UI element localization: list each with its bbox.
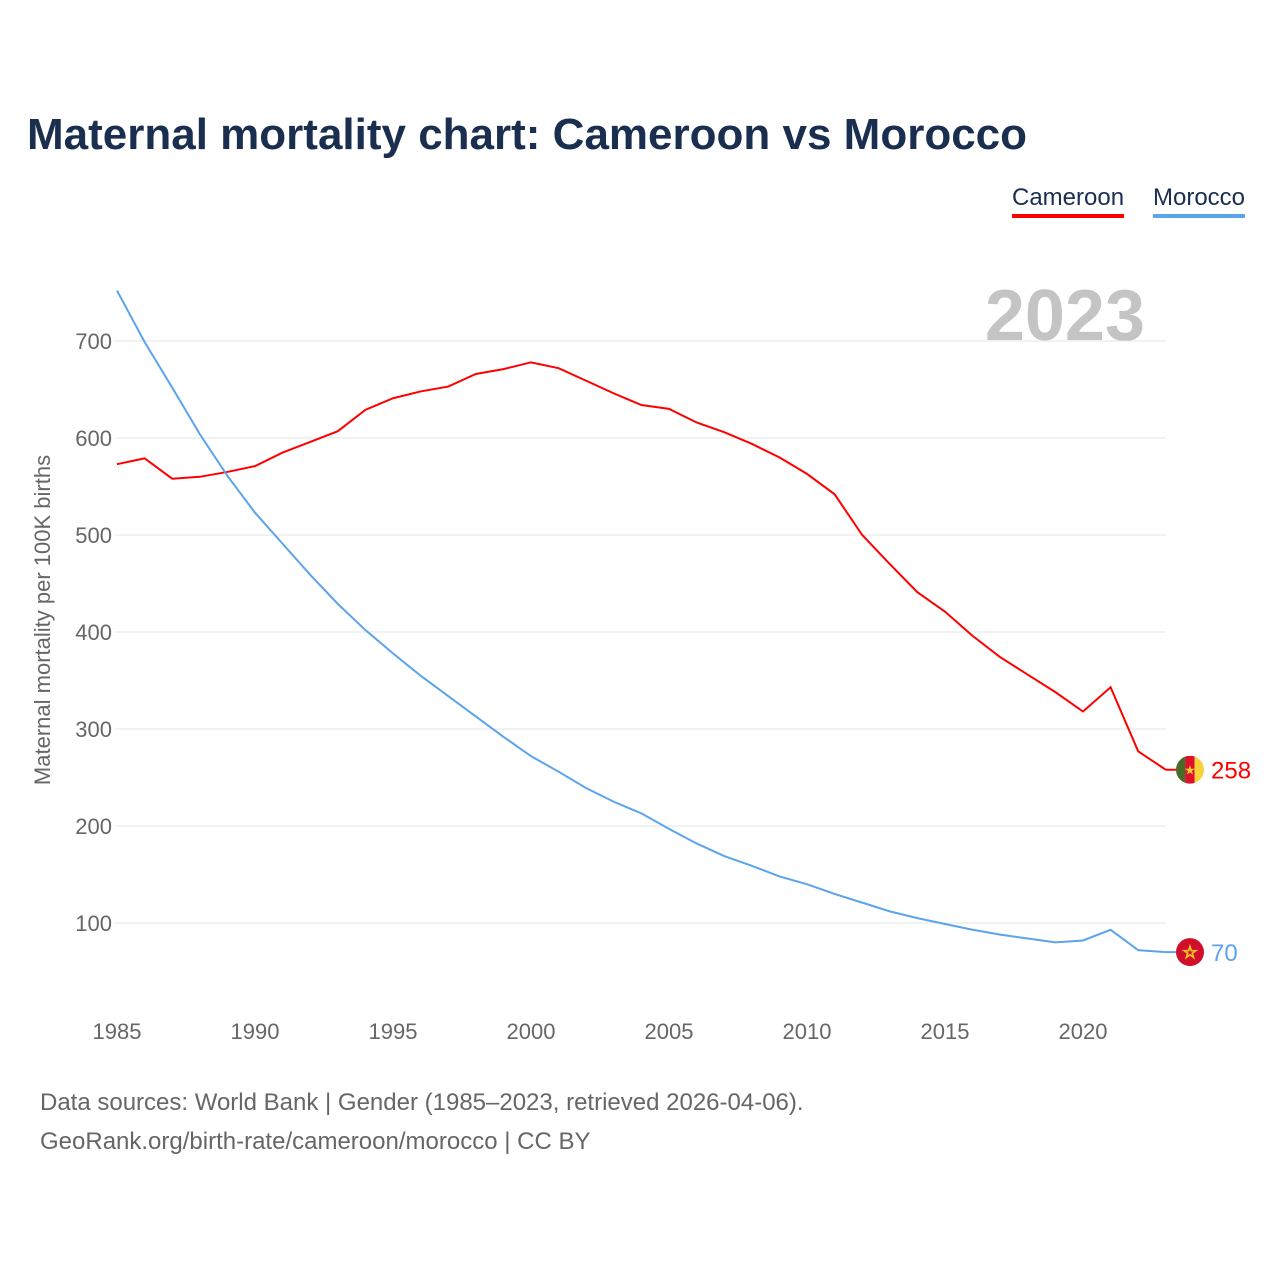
x-tick-label: 1990 (231, 1019, 280, 1044)
star-icon: ★ (1184, 763, 1196, 778)
footer-link[interactable]: GeoRank.org/birth-rate/cameroon/morocco … (40, 1128, 591, 1155)
y-tick-label: 400 (75, 620, 112, 645)
x-tick-label: 2020 (1059, 1019, 1108, 1044)
end-value-label: 258 (1211, 758, 1251, 785)
y-tick-label: 500 (75, 523, 112, 548)
x-tick-label: 2000 (507, 1019, 556, 1044)
y-tick-label: 200 (75, 814, 112, 839)
series-line-cameroon (116, 361, 1167, 771)
x-tick-label: 2005 (645, 1019, 694, 1044)
legend-morocco[interactable]: Morocco (1153, 184, 1246, 218)
series-line-morocco (116, 290, 1166, 954)
pentagram-icon: ☆ (1182, 943, 1197, 962)
chart-title: Maternal mortality chart: Cameroon vs Mo… (27, 110, 1028, 159)
x-tick-label: 1995 (369, 1019, 418, 1044)
x-tick-label: 2010 (783, 1019, 832, 1044)
footer-sources: Data sources: World Bank | Gender (1985–… (40, 1089, 804, 1116)
x-tick-label: 1985 (93, 1019, 142, 1044)
cameroon-flag-icon (1176, 755, 1204, 784)
y-tick-label: 100 (75, 911, 112, 936)
y-tick-label: 300 (75, 717, 112, 742)
y-axis-label: Maternal mortality per 100K births (30, 455, 55, 785)
year-watermark: 2023 (985, 276, 1145, 356)
y-tick-label: 600 (75, 426, 112, 451)
x-tick-label: 2015 (921, 1019, 970, 1044)
y-tick-label: 700 (75, 329, 112, 354)
legend-cameroon[interactable]: Cameroon (1012, 184, 1125, 218)
end-value-label: 70 (1211, 940, 1238, 967)
morocco-flag-icon (1176, 938, 1204, 967)
